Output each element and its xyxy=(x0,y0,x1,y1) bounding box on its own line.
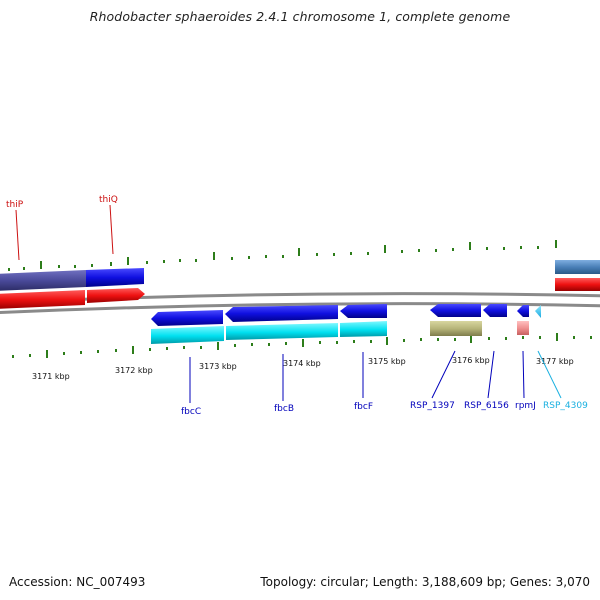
cds-feature-fbcB xyxy=(226,323,338,340)
leader-line-thiQ xyxy=(109,204,114,255)
gene-feature-thiP xyxy=(0,270,86,291)
gene-label-fbcB: fbcB xyxy=(274,404,294,414)
gene-feature-right xyxy=(555,260,600,274)
gene-label-RSP_6156: RSP_6156 xyxy=(464,401,509,411)
upper-left-tracks xyxy=(0,268,145,309)
scale-label: 3172 kbp xyxy=(115,366,153,375)
leader-line-rpmJ xyxy=(522,350,525,399)
gene-label-rpmJ: rpmJ xyxy=(515,401,536,411)
scale-labels: 3171 kbp 3172 kbp 3173 kbp 3174 kbp 3175… xyxy=(32,356,574,381)
chromosome-backbone-inner xyxy=(0,302,600,315)
upper-right-tracks xyxy=(555,260,600,291)
cds-feature-thiQ xyxy=(87,288,145,303)
genome-summary-text: Topology: circular; Length: 3,188,609 bp… xyxy=(260,575,590,589)
gene-label-thiQ: thiQ xyxy=(99,195,118,205)
scale-label: 3176 kbp xyxy=(452,356,490,365)
gene-label-RSP_1397: RSP_1397 xyxy=(410,401,455,411)
cds-feature-RSP_1397 xyxy=(430,321,482,336)
lower-gene-track xyxy=(151,304,541,326)
leader-line-RSP_4309 xyxy=(537,350,562,399)
scale-label: 3171 kbp xyxy=(32,372,70,381)
leader-line-thiP xyxy=(15,209,20,261)
gene-feature-fbcB xyxy=(225,305,338,322)
leader-line-RSP_1397 xyxy=(431,350,456,399)
map-title: Rhodobacter sphaeroides 2.4.1 chromosome… xyxy=(89,9,511,24)
gene-feature-thiQ xyxy=(86,268,144,287)
gene-label-fbcF: fbcF xyxy=(354,402,373,412)
gene-feature-RSP_1397 xyxy=(430,304,481,317)
lower-cds-track xyxy=(151,321,529,344)
cds-feature-thiP xyxy=(0,290,85,309)
gene-feature-fbcF xyxy=(340,304,387,318)
cds-feature-fbcF xyxy=(340,321,387,337)
cds-feature-right xyxy=(555,278,600,291)
gene-feature-rpmJ xyxy=(517,305,529,317)
scale-label: 3173 kbp xyxy=(199,362,237,371)
bottom-gene-labels: fbcC fbcB fbcF RSP_1397 RSP_6156 rpmJ RS… xyxy=(181,350,588,417)
gene-label-fbcC: fbcC xyxy=(181,407,201,417)
tick-row-upper xyxy=(8,240,557,271)
gene-label-RSP_4309: RSP_4309 xyxy=(543,401,588,411)
tick-row-lower xyxy=(12,333,592,358)
cds-feature-fbcC xyxy=(151,326,224,344)
gene-feature-RSP_6156 xyxy=(483,304,507,317)
scale-label: 3175 kbp xyxy=(368,357,406,366)
scale-label: 3174 kbp xyxy=(283,359,321,368)
gene-feature-RSP_4309 xyxy=(535,305,541,318)
accession-text: Accession: NC_007493 xyxy=(9,575,146,589)
gene-feature-fbcC xyxy=(151,310,223,326)
leader-line-RSP_6156 xyxy=(487,350,495,399)
scale-label: 3177 kbp xyxy=(536,357,574,366)
gene-label-thiP: thiP xyxy=(6,200,24,210)
top-gene-labels: thiP thiQ xyxy=(6,195,118,261)
cds-feature-rpmJ xyxy=(517,321,529,335)
